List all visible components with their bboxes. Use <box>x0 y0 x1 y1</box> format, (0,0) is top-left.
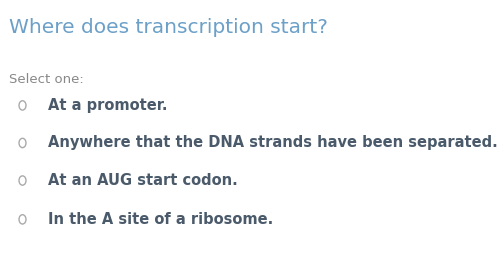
Text: Select one:: Select one: <box>9 73 84 85</box>
Text: Where does transcription start?: Where does transcription start? <box>9 18 328 37</box>
Text: At a promoter.: At a promoter. <box>48 98 167 113</box>
Text: At an AUG start codon.: At an AUG start codon. <box>48 173 238 188</box>
Text: In the A site of a ribosome.: In the A site of a ribosome. <box>48 212 273 227</box>
Text: Anywhere that the DNA strands have been separated.: Anywhere that the DNA strands have been … <box>48 135 497 150</box>
